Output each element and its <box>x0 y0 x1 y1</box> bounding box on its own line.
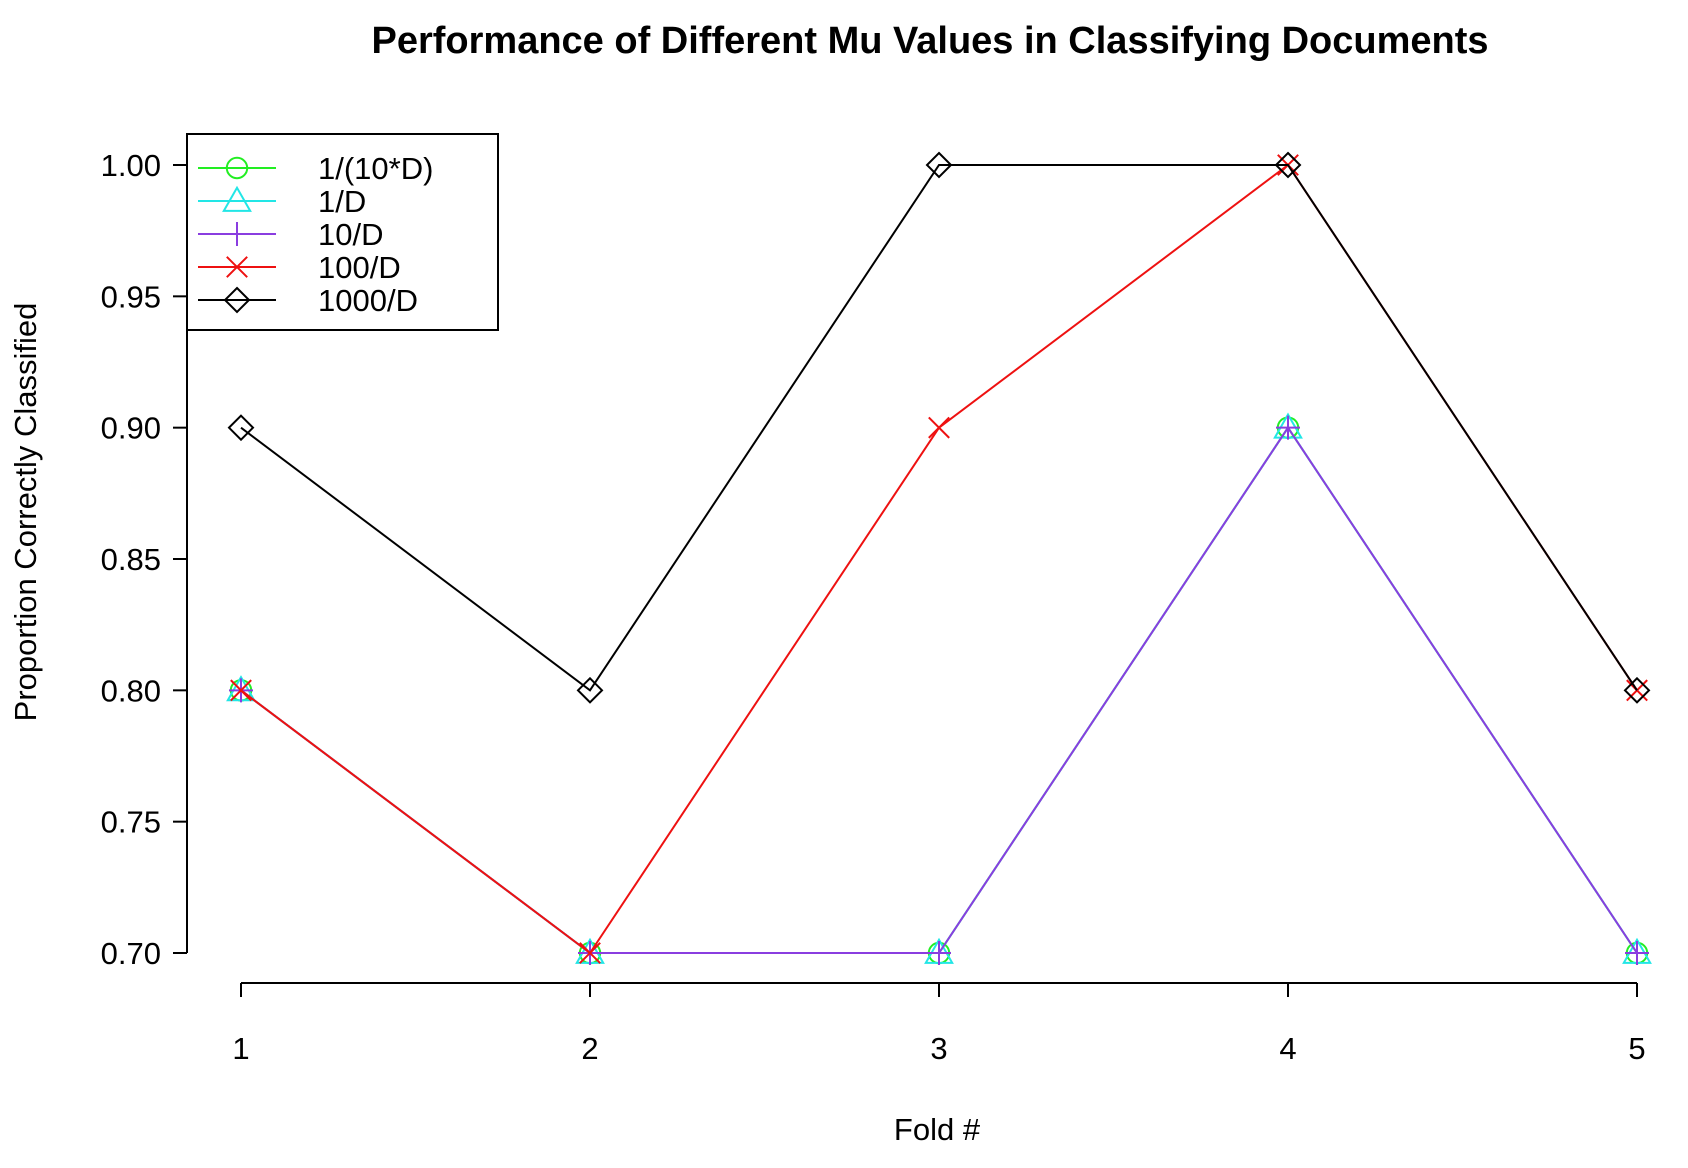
plot-area <box>226 151 1652 965</box>
data-point <box>1274 151 1302 179</box>
data-point <box>225 156 249 180</box>
y-axis: 0.70 0.75 0.80 0.85 0.90 0.95 1.00 <box>101 148 188 971</box>
legend-item: 1/(10*D) <box>198 151 433 186</box>
series-1 <box>226 412 1652 964</box>
x-tick-label: 3 <box>930 1031 947 1066</box>
legend-label: 1/(10*D) <box>318 151 433 186</box>
legend-label: 100/D <box>318 250 401 285</box>
data-point <box>579 942 601 964</box>
legend-label: 10/D <box>318 217 383 252</box>
legend-item: 10/D <box>198 217 383 252</box>
data-point <box>576 676 604 704</box>
series-2 <box>229 415 1649 965</box>
series-line <box>240 425 1638 954</box>
x-axis: 1 2 3 4 5 <box>232 982 1646 1066</box>
y-tick-label: 0.75 <box>101 805 161 840</box>
legend-label: 1/D <box>318 184 366 219</box>
y-tick-label: 1.00 <box>101 148 161 183</box>
data-point <box>927 941 951 965</box>
series-line <box>240 425 1638 954</box>
y-tick-label: 0.70 <box>101 936 161 971</box>
data-point <box>222 185 252 212</box>
x-tick-label: 2 <box>581 1031 598 1066</box>
y-tick-label: 0.90 <box>101 411 161 446</box>
data-point <box>223 286 251 314</box>
y-axis-label: Proportion Correctly Classified <box>8 303 43 722</box>
data-point <box>225 222 249 246</box>
data-point <box>227 414 255 442</box>
y-tick-label: 0.95 <box>101 279 161 314</box>
chart-title: Performance of Different Mu Values in Cl… <box>371 20 1488 62</box>
data-point <box>1626 679 1648 702</box>
series-line <box>240 425 1638 954</box>
data-point <box>1276 415 1300 440</box>
x-tick-label: 1 <box>232 1031 249 1066</box>
x-tick-label: 5 <box>1628 1031 1645 1066</box>
x-tick-label: 4 <box>1279 1031 1296 1066</box>
data-point <box>1623 676 1651 704</box>
y-tick-label: 0.85 <box>101 542 161 577</box>
legend-item: 1/D <box>198 184 366 219</box>
legend-label: 1000/D <box>318 283 418 318</box>
series-line <box>240 164 1638 692</box>
series-4 <box>227 151 1651 704</box>
data-point <box>230 679 252 702</box>
x-axis-label: Fold # <box>894 1112 981 1147</box>
data-point <box>925 151 953 179</box>
legend-box <box>186 133 499 331</box>
series-0 <box>229 416 1649 965</box>
data-point <box>928 416 950 439</box>
y-tick-label: 0.80 <box>101 673 161 708</box>
legend-item: 100/D <box>198 250 401 285</box>
data-point <box>226 256 248 278</box>
data-point <box>1625 941 1649 965</box>
legend-item: 1000/D <box>198 283 418 318</box>
